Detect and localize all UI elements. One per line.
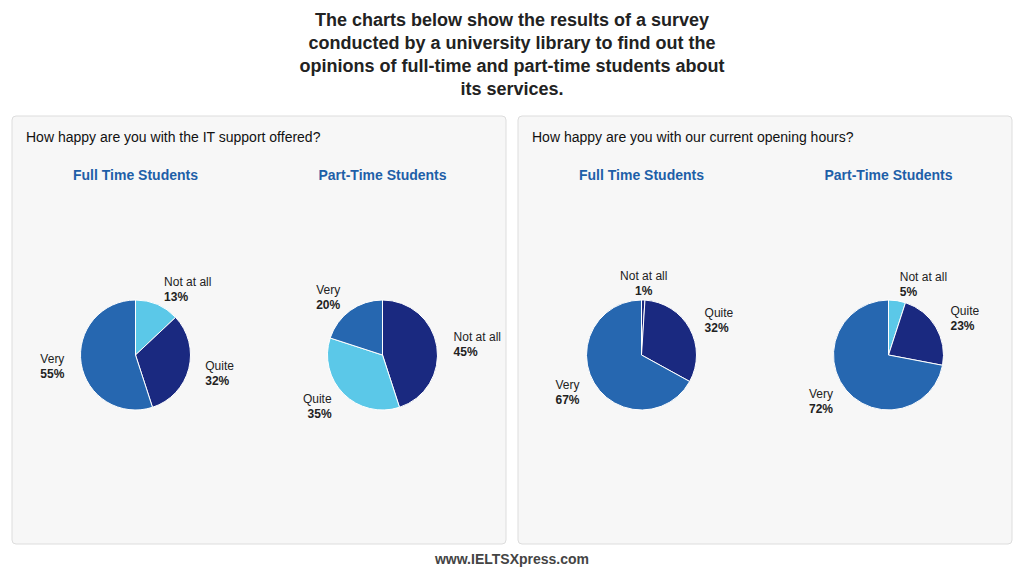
slice-value: 1% (635, 284, 653, 298)
pie-title: Part-Time Students (824, 167, 952, 183)
slice-category: Very (316, 283, 340, 297)
pie-title: Full Time Students (579, 167, 704, 183)
slice-category: Very (809, 387, 833, 401)
pie-title: Part-Time Students (318, 167, 446, 183)
panel-question: How happy are you with our current openi… (532, 129, 854, 145)
wedges (80, 300, 190, 410)
pie-chart: How happy are you with our current openi… (532, 129, 854, 410)
slice-category: Quite (303, 392, 332, 406)
panel (12, 116, 506, 544)
slice-category: Not at all (900, 270, 947, 284)
slice-labels: Not at all45% Quite35% Very20% (303, 283, 501, 421)
pie-chart: How happy are you with the IT support of… (26, 129, 321, 410)
slice-category: Quite (705, 306, 734, 320)
slice-value: 45% (454, 345, 478, 359)
slice-category: Very (556, 378, 580, 392)
slice-category: Not at all (454, 330, 501, 344)
slice-category: Very (40, 352, 64, 366)
panel-question: How happy are you with the IT support of… (26, 129, 321, 145)
slice-value: 20% (316, 298, 340, 312)
slice-value: 23% (950, 319, 974, 333)
slice-value: 55% (40, 367, 64, 381)
slice-value: 13% (164, 290, 188, 304)
pie-chart: Part-Time Students Not at all5% Quite23% Ve… (809, 167, 979, 416)
slice-value: 35% (308, 407, 332, 421)
slice-value: 32% (705, 321, 729, 335)
wedges (586, 300, 696, 410)
wedges (328, 300, 438, 410)
pie-slice (80, 300, 152, 410)
slice-labels: Not at all1% Quite32% Very67% (555, 269, 733, 407)
panel (518, 116, 1012, 544)
page-title: The charts below show the results of a s… (300, 10, 725, 99)
pie-chart: Part-Time Students Not at all45% Quite35% V… (303, 167, 501, 421)
background (0, 0, 1024, 576)
slice-labels: Not at all5% Quite23% Very72% (809, 270, 979, 416)
text-line: its services. (460, 79, 563, 99)
text-line: conducted by a university library to fin… (308, 33, 715, 53)
slice-category: Quite (950, 304, 979, 318)
slice-labels: Not at all13% Quite32% Very55% (40, 275, 234, 388)
chart-root: The charts below show the results of a s… (0, 0, 1024, 576)
slice-category: Not at all (164, 275, 211, 289)
slice-value: 72% (809, 402, 833, 416)
slice-category: Not at all (620, 269, 667, 283)
pie-slice (586, 300, 689, 410)
text-line: opinions of full-time and part-time stud… (300, 56, 725, 76)
text-line: The charts below show the results of a s… (315, 10, 709, 30)
pie-slice (834, 300, 943, 410)
slice-value: 32% (205, 374, 229, 388)
footer: www.IELTSXpress.com (434, 551, 589, 567)
slice-value: 5% (900, 285, 918, 299)
pie-title: Full Time Students (73, 167, 198, 183)
wedges (834, 300, 944, 410)
slice-category: Quite (205, 359, 234, 373)
slice-value: 67% (555, 393, 579, 407)
pie-slice (889, 303, 944, 366)
